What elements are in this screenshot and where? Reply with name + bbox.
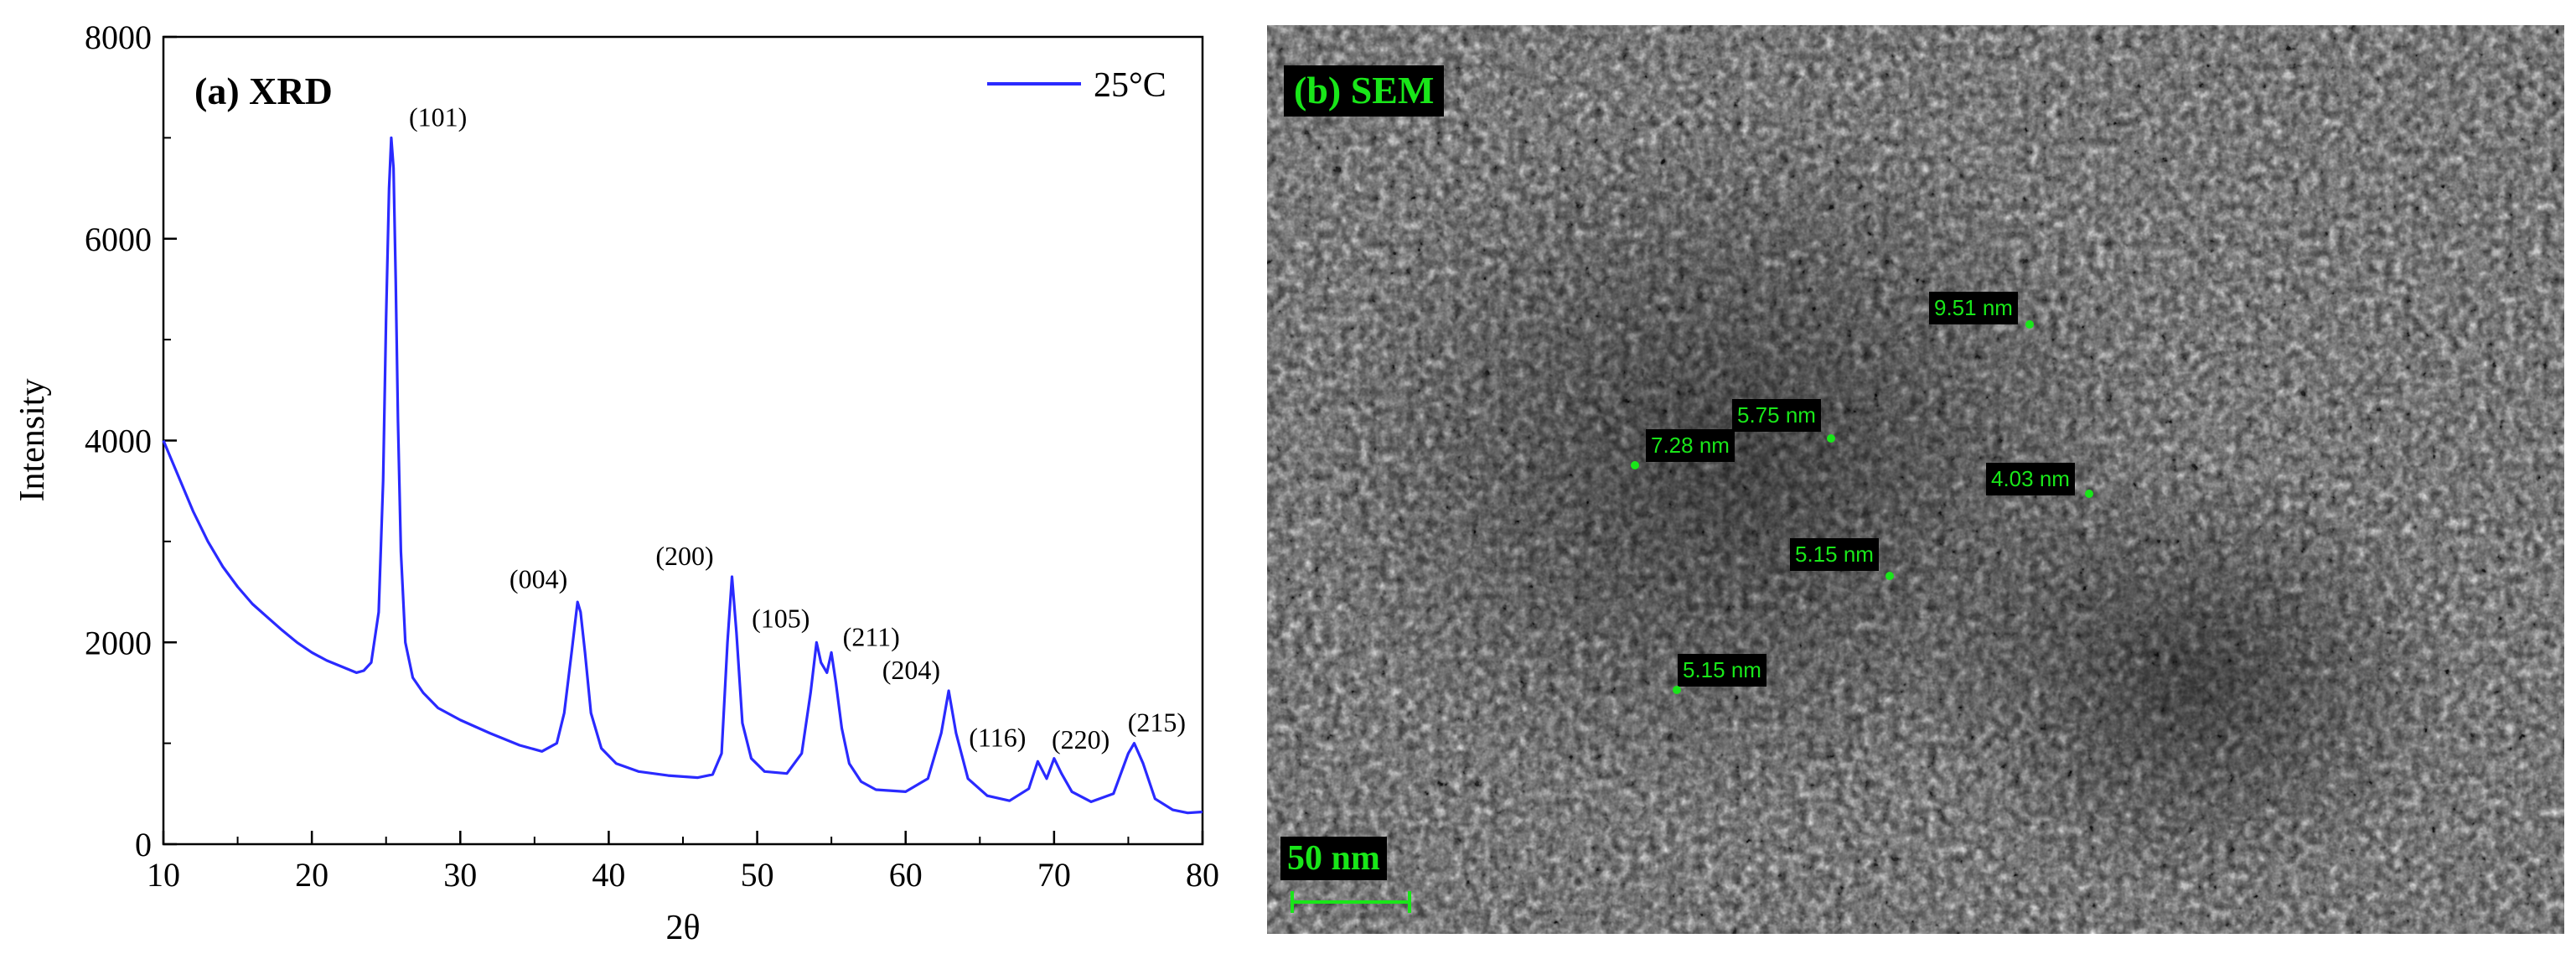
x-tick-label: 70	[1037, 856, 1071, 894]
y-tick-label: 4000	[85, 423, 152, 460]
peak-annotation: (220)	[1052, 724, 1110, 754]
y-tick-label: 0	[135, 826, 152, 863]
scale-bar-cap-right	[1408, 891, 1411, 913]
panel-label: (a) XRD	[194, 70, 333, 112]
peak-annotation: (101)	[409, 101, 467, 132]
peak-annotation: (204)	[882, 655, 940, 685]
measurement-marker	[1673, 686, 1681, 694]
peak-annotation: (116)	[969, 723, 1026, 753]
measurement-marker	[2085, 490, 2093, 498]
measurement-label: 4.03 nm	[1986, 463, 2075, 495]
peak-annotation: (211)	[843, 621, 900, 651]
legend-label: 25°C	[1094, 66, 1166, 105]
x-tick-label: 30	[443, 856, 477, 894]
x-tick-label: 40	[592, 856, 625, 894]
y-tick-label: 2000	[85, 624, 152, 661]
scale-bar-cap-left	[1291, 891, 1294, 913]
measurement-marker	[1631, 461, 1639, 469]
x-tick-label: 80	[1186, 856, 1219, 894]
x-tick-label: 50	[741, 856, 774, 894]
x-axis-label: 2θ	[665, 909, 700, 947]
y-tick-label: 6000	[85, 220, 152, 258]
sem-micrograph	[1267, 25, 2564, 934]
xrd-chart: 10 20 30 40 50 60 70 80 0 2000 4000 6000 8000 (101) (…	[13, 18, 1219, 947]
measurement-label: 9.51 nm	[1929, 292, 2018, 324]
measurement-label: 5.15 nm	[1790, 538, 1879, 571]
measurement-label: 5.75 nm	[1732, 399, 1821, 432]
measurement-marker	[1885, 572, 1894, 580]
plot-frame	[162, 35, 1204, 846]
peak-annotation: (105)	[752, 604, 810, 634]
measurement-label: 7.28 nm	[1646, 429, 1735, 462]
y-tick-label: 8000	[85, 18, 152, 56]
y-axis-label: Intensity	[13, 379, 52, 502]
peak-annotation: (200)	[655, 541, 713, 571]
x-tick-label: 10	[147, 856, 180, 894]
sem-image-panel: (b) SEM 9.51 nm 5.75 nm 7.28 nm 4.03 nm …	[1267, 25, 2564, 934]
measurement-marker	[1827, 434, 1835, 443]
peak-annotation: (215)	[1128, 708, 1186, 738]
scale-bar-label: 50 nm	[1280, 837, 1387, 881]
peak-annotation: (004)	[510, 564, 567, 594]
sem-panel-label: (b) SEM	[1284, 65, 1445, 117]
measurement-marker	[2025, 320, 2034, 329]
x-tick-label: 60	[889, 856, 923, 894]
x-tick-label: 20	[295, 856, 328, 894]
measurement-label: 5.15 nm	[1678, 654, 1766, 687]
xrd-series-line	[162, 136, 1203, 815]
scale-bar	[1292, 900, 1410, 904]
